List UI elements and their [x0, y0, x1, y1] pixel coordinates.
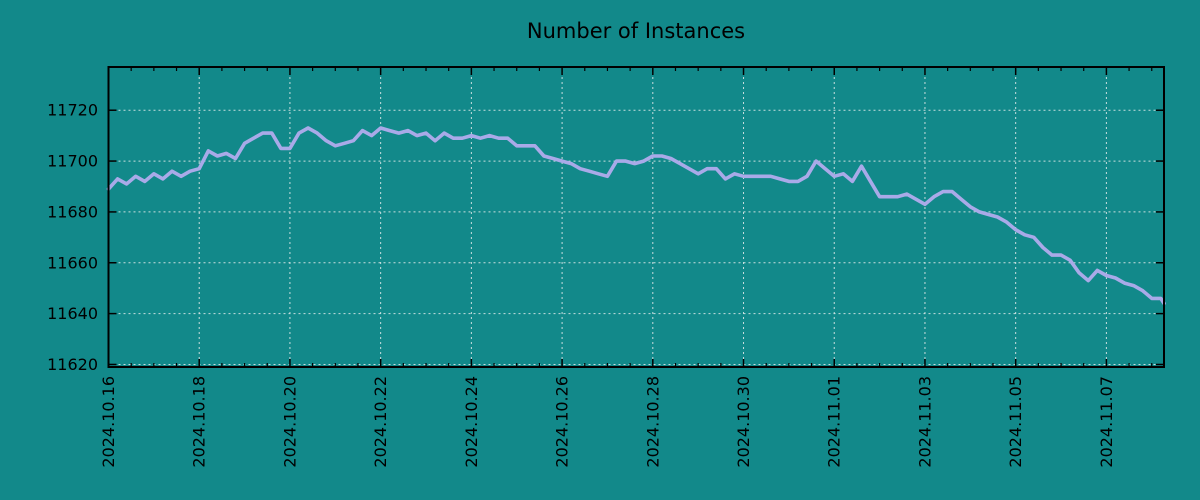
instances-series-line	[106, 126, 1166, 306]
x-tick-label: 2024.10.20	[280, 376, 299, 468]
y-tick-label: 11660	[47, 253, 98, 272]
x-tick-label: 2024.10.22	[371, 376, 390, 468]
x-tick-label: 2024.11.01	[825, 376, 844, 468]
chart-title: Number of Instances	[527, 19, 745, 43]
x-tick-label: 2024.10.30	[734, 376, 753, 468]
series-line	[106, 126, 1166, 306]
x-tick-label: 2024.11.05	[1006, 376, 1025, 468]
y-tick-label: 11700	[47, 152, 98, 171]
y-tick-label: 11640	[47, 304, 98, 323]
x-tick-label: 2024.11.03	[915, 376, 934, 468]
x-tick-label: 2024.10.26	[553, 376, 572, 468]
x-tick-label: 2024.10.28	[643, 376, 662, 468]
axes	[107, 66, 1165, 368]
y-tick-label: 11720	[47, 101, 98, 120]
tick-labels: 11620 11640 11660 11680 11700 11720 2024.10.16…	[47, 101, 1116, 468]
gridlines	[108, 67, 1164, 367]
y-tick-label: 11680	[47, 202, 98, 221]
x-tick-label: 2024.10.24	[462, 376, 481, 468]
y-tick-label: 11620	[47, 355, 98, 374]
x-tick-label: 2024.10.18	[190, 376, 209, 468]
x-tick-label: 2024.10.16	[99, 376, 118, 468]
plot-border	[107, 66, 1165, 368]
x-tick-label: 2024.11.07	[1097, 376, 1116, 468]
